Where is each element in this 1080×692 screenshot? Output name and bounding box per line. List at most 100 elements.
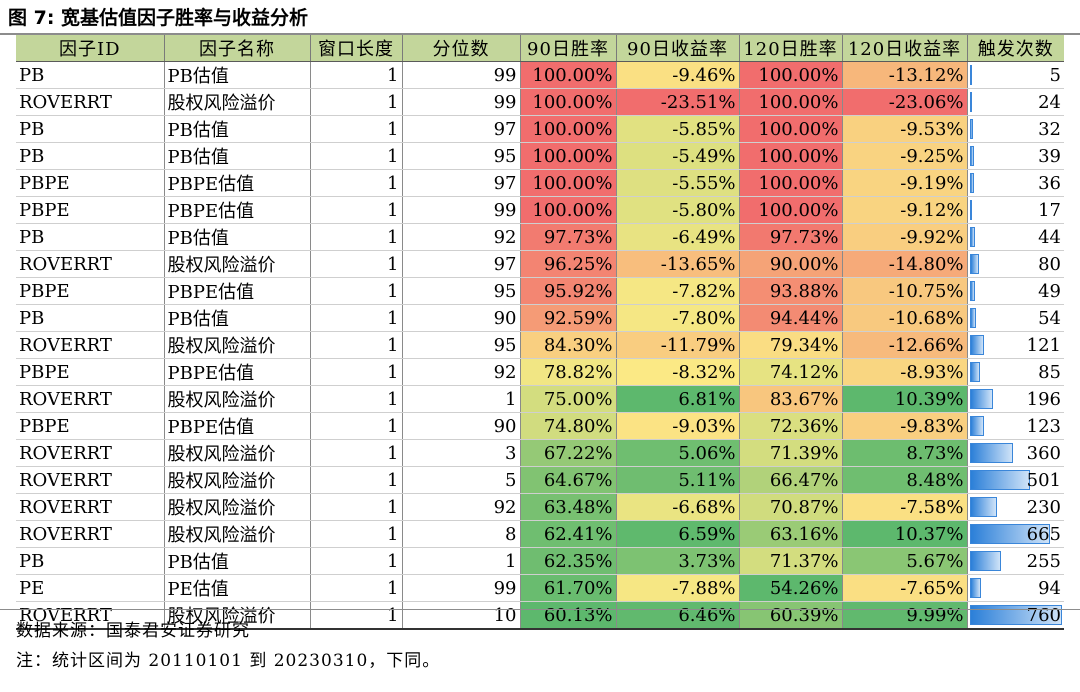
col-header-ret90: 90日收益率 <box>616 35 740 62</box>
cell-ret90: -9.03% <box>616 412 740 440</box>
cell-win120: 71.39% <box>739 439 843 467</box>
trigger-count-bar <box>969 335 985 355</box>
col-header-factor-id: 因子ID <box>16 35 165 62</box>
trigger-count-value: 54 <box>1038 307 1061 329</box>
cell-factor-name: PBPE估值 <box>164 277 311 305</box>
cell-trigger-count: 80 <box>967 250 1064 278</box>
cell-percentile: 1 <box>402 385 521 413</box>
cell-percentile: 90 <box>402 412 521 440</box>
cell-percentile: 8 <box>402 520 521 548</box>
factor-table: 因子ID 因子名称 窗口长度 分位数 90日胜率 90日收益率 120日胜率 1… <box>16 35 1064 630</box>
cell-percentile: 99 <box>402 574 521 602</box>
cell-percentile: 95 <box>402 142 521 170</box>
cell-ret90: -7.88% <box>616 574 740 602</box>
cell-win90: 100.00% <box>520 88 617 116</box>
cell-factor-id: PE <box>16 574 165 602</box>
cell-factor-name: PBPE估值 <box>164 169 311 197</box>
cell-trigger-count: 39 <box>967 142 1064 170</box>
cell-win90: 100.00% <box>520 61 617 89</box>
cell-trigger-count: 501 <box>967 466 1064 494</box>
cell-factor-id: PBPE <box>16 196 165 224</box>
cell-percentile: 97 <box>402 169 521 197</box>
watermark: 格隆汇 <box>1004 644 1070 691</box>
trigger-count-value: 501 <box>1026 469 1061 491</box>
cell-win120: 71.37% <box>739 547 843 575</box>
trigger-count-value: 121 <box>1026 334 1061 356</box>
table-row: PB PB估值 1 1 62.35% 3.73% 71.37% 5.67% 255 <box>16 547 1064 575</box>
cell-percentile: 3 <box>402 439 521 467</box>
trigger-count-bar <box>969 227 975 247</box>
cell-window: 1 <box>310 196 403 224</box>
cell-percentile: 92 <box>402 223 521 251</box>
cell-ret120: -9.92% <box>842 223 968 251</box>
cell-ret120: -8.93% <box>842 358 968 386</box>
trigger-count-bar <box>969 497 998 517</box>
cell-window: 1 <box>310 169 403 197</box>
cell-win120: 79.34% <box>739 331 843 359</box>
title-rule <box>0 33 1080 35</box>
cell-trigger-count: 230 <box>967 493 1064 521</box>
cell-window: 1 <box>310 115 403 143</box>
cell-ret90: -7.82% <box>616 277 740 305</box>
cell-percentile: 99 <box>402 88 521 116</box>
cell-percentile: 99 <box>402 61 521 89</box>
cell-ret90: -9.46% <box>616 61 740 89</box>
cell-percentile: 1 <box>402 547 521 575</box>
cell-win120: 74.12% <box>739 358 843 386</box>
cell-window: 1 <box>310 88 403 116</box>
cell-win120: 70.87% <box>739 493 843 521</box>
trigger-count-bar <box>969 605 1062 625</box>
watermark-logo-icon <box>1004 650 1020 667</box>
cell-factor-name: PB估值 <box>164 115 311 143</box>
cell-factor-name: PB估值 <box>164 61 311 89</box>
cell-win90: 100.00% <box>520 142 617 170</box>
trigger-count-value: 49 <box>1038 280 1061 302</box>
cell-win120: 94.44% <box>739 304 843 332</box>
cell-ret120: -14.80% <box>842 250 968 278</box>
table-row: PBPE PBPE估值 1 97 100.00% -5.55% 100.00% -9.19% 3… <box>16 169 1064 197</box>
cell-ret90: -5.49% <box>616 142 740 170</box>
cell-trigger-count: 54 <box>967 304 1064 332</box>
cell-percentile: 10 <box>402 601 521 630</box>
cell-ret90: -13.65% <box>616 250 740 278</box>
cell-factor-id: ROVERRT <box>16 250 165 278</box>
cell-percentile: 95 <box>402 277 521 305</box>
cell-win90: 61.70% <box>520 574 617 602</box>
table-body: PB PB估值 1 99 100.00% -9.46% 100.00% -13.12% 5 ROV… <box>16 61 1064 630</box>
cell-ret120: 5.67% <box>842 547 968 575</box>
trigger-count-value: 5 <box>1049 64 1061 86</box>
table-row: PB PB估值 1 99 100.00% -9.46% 100.00% -13.12% 5 <box>16 61 1064 89</box>
cell-win90: 75.00% <box>520 385 617 413</box>
col-header-percentile: 分位数 <box>402 35 521 62</box>
cell-win90: 78.82% <box>520 358 617 386</box>
trigger-count-value: 85 <box>1038 361 1061 383</box>
cell-ret90: -8.32% <box>616 358 740 386</box>
cell-percentile: 92 <box>402 358 521 386</box>
cell-factor-id: PBPE <box>16 412 165 440</box>
cell-trigger-count: 44 <box>967 223 1064 251</box>
col-header-window: 窗口长度 <box>310 35 403 62</box>
cell-trigger-count: 5 <box>967 61 1064 89</box>
cell-win120: 66.47% <box>739 466 843 494</box>
cell-window: 1 <box>310 250 403 278</box>
cell-percentile: 92 <box>402 493 521 521</box>
cell-ret90: 5.06% <box>616 439 740 467</box>
cell-win120: 100.00% <box>739 142 843 170</box>
cell-win120: 100.00% <box>739 88 843 116</box>
table-row: ROVERRT 股权风险溢价 1 92 63.48% -6.68% 70.87% -7.58%… <box>16 493 1064 521</box>
cell-win120: 63.16% <box>739 520 843 548</box>
cell-trigger-count: 85 <box>967 358 1064 386</box>
cell-factor-id: ROVERRT <box>16 466 165 494</box>
cell-trigger-count: 94 <box>967 574 1064 602</box>
col-header-trigger-count: 触发次数 <box>967 35 1064 62</box>
trigger-count-bar <box>969 551 1001 571</box>
footer-rule <box>0 609 1080 610</box>
cell-win90: 95.92% <box>520 277 617 305</box>
table-row: PBPE PBPE估值 1 99 100.00% -5.80% 100.00% -9.12% 1… <box>16 196 1064 224</box>
table-row: ROVERRT 股权风险溢价 1 99 100.00% -23.51% 100.00% -23… <box>16 88 1064 116</box>
cell-win120: 97.73% <box>739 223 843 251</box>
trigger-count-bar <box>969 65 972 85</box>
table-row: ROVERRT 股权风险溢价 1 5 64.67% 5.11% 66.47% 8.48% 501 <box>16 466 1064 494</box>
cell-window: 1 <box>310 466 403 494</box>
cell-win90: 100.00% <box>520 196 617 224</box>
